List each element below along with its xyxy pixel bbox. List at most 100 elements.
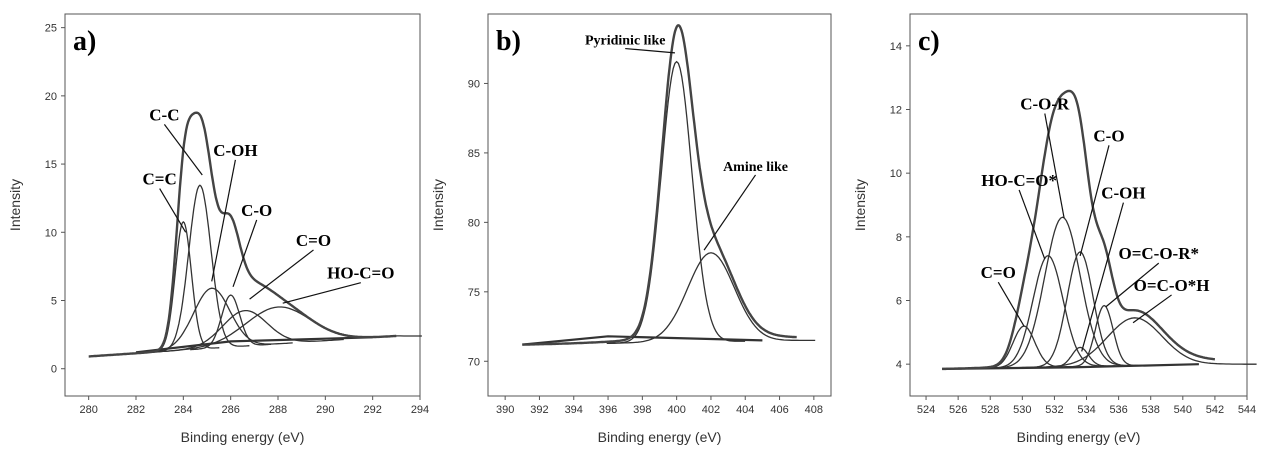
annotation-leader-a-6 — [282, 282, 361, 304]
annotation-leader-a-1 — [159, 188, 187, 233]
annotation-label-a-2: C-C — [149, 105, 179, 124]
x-tick-label: 284 — [174, 404, 192, 416]
y-axis-label: Intensity — [7, 179, 23, 231]
y-axis-label: Intensity — [852, 179, 868, 231]
component-peak-c-2 — [980, 255, 1116, 369]
plot-frame-a — [64, 13, 421, 397]
component-peak-c-1 — [975, 325, 1073, 370]
annotation-label-c-2: HO-C=O* — [981, 171, 1057, 190]
x-tick-label: 282 — [127, 404, 145, 416]
annotation-leader-c-7 — [1132, 294, 1172, 324]
panel-label-b: b) — [496, 26, 521, 57]
x-tick-label: 538 — [1142, 404, 1160, 416]
y-axis-label: Intensity — [430, 179, 446, 231]
y-tick-label: 10 — [890, 168, 902, 180]
y-tick-label: 8 — [896, 232, 902, 244]
y-tick-label: 90 — [468, 78, 480, 90]
y-tick-label: 6 — [896, 296, 902, 308]
annotation-label-b-1: Pyridinic like — [585, 34, 666, 49]
x-axis-label: Binding energy (eV) — [598, 429, 722, 445]
x-tick-label: 406 — [770, 404, 788, 416]
envelope-curve-a — [88, 111, 397, 358]
x-tick-label: 404 — [736, 404, 754, 416]
x-tick-label: 292 — [363, 404, 381, 416]
x-tick-label: 280 — [79, 404, 97, 416]
x-tick-label: 530 — [1013, 404, 1031, 416]
x-tick-label: 532 — [1045, 404, 1063, 416]
annotation-label-c-3: C-O-R — [1020, 95, 1070, 114]
x-tick-label: 396 — [599, 404, 617, 416]
annotation-label-c-5: C-OH — [1101, 184, 1145, 203]
baseline-b — [522, 335, 763, 346]
y-tick-label: 15 — [45, 159, 57, 171]
x-tick-label: 524 — [917, 404, 935, 416]
x-tick-label: 408 — [805, 404, 823, 416]
annotation-leader-a-3 — [211, 159, 236, 282]
x-axis-label: Binding energy (eV) — [181, 429, 305, 445]
envelope-curve-b — [522, 24, 797, 346]
y-tick-label: 12 — [890, 105, 902, 117]
component-peak-c-3 — [983, 216, 1142, 369]
annotation-label-c-4: C-O — [1093, 126, 1124, 145]
annotation-label-c-7: O=C-O*H — [1134, 276, 1210, 295]
x-tick-label: 294 — [411, 404, 429, 416]
component-peak-b-2 — [606, 252, 816, 344]
panel-b: 390 392 394 396 398 400 402 404 406 408 70 75 80 85 90… — [430, 13, 832, 445]
annotation-label-a-4: C-O — [241, 201, 272, 220]
y-tick-label: 25 — [45, 23, 57, 35]
x-tick-label: 394 — [565, 404, 583, 416]
x-tick-label: 526 — [949, 404, 967, 416]
x-tick-label: 288 — [269, 404, 287, 416]
x-axis-label: Binding energy (eV) — [1017, 429, 1141, 445]
x-tick-label: 534 — [1077, 404, 1095, 416]
x-tick-label: 286 — [221, 404, 239, 416]
plot-frame-b — [487, 13, 832, 397]
annotation-leader-c-1 — [997, 281, 1025, 327]
annotation-leader-b-2 — [703, 174, 757, 251]
annotation-label-c-1: C=O — [981, 263, 1016, 282]
annotation-leader-c-3 — [1044, 113, 1065, 218]
y-tick-label: 85 — [468, 148, 480, 160]
y-tick-label: 70 — [468, 356, 480, 368]
annotation-label-b-2: Amine like — [723, 160, 788, 175]
annotation-label-a-3: C-OH — [213, 141, 257, 160]
x-tick-label: 542 — [1206, 404, 1224, 416]
component-peak-c-7 — [1012, 317, 1257, 369]
component-peak-a-4 — [190, 294, 272, 351]
annotation-leader-b-1 — [625, 47, 675, 54]
y-tick-label: 0 — [51, 364, 57, 376]
annotation-leader-c-6 — [1105, 262, 1160, 308]
y-tick-label: 20 — [45, 91, 57, 103]
x-tick-label: 536 — [1109, 404, 1127, 416]
x-tick-label: 540 — [1174, 404, 1192, 416]
annotation-label-a-1: C=C — [143, 170, 177, 189]
annotation-leader-c-2 — [1018, 189, 1046, 260]
y-tick-label: 80 — [468, 217, 480, 229]
envelope-curve-c — [941, 89, 1216, 371]
component-peak-c-6 — [1064, 304, 1144, 368]
y-tick-label: 10 — [45, 227, 57, 239]
x-tick-label: 528 — [981, 404, 999, 416]
x-tick-label: 390 — [496, 404, 514, 416]
x-tick-label: 290 — [316, 404, 334, 416]
annotation-label-c-6: O=C-O-R* — [1118, 244, 1199, 263]
component-peak-a-2 — [150, 184, 250, 353]
annotation-leader-a-4 — [232, 219, 258, 288]
annotation-label-a-6: HO-C=O — [327, 264, 394, 283]
panel-label-a: a) — [73, 26, 96, 57]
x-tick-label: 544 — [1238, 404, 1256, 416]
y-tick-label: 75 — [468, 287, 480, 299]
x-tick-label: 402 — [702, 404, 720, 416]
y-tick-label: 4 — [896, 359, 902, 371]
y-tick-label: 14 — [890, 41, 902, 53]
panel-label-c: c) — [918, 26, 940, 57]
x-tick-label: 398 — [633, 404, 651, 416]
plot-frame-c — [909, 13, 1248, 397]
component-peak-c-4 — [1022, 251, 1138, 369]
annotation-leader-a-2 — [163, 124, 203, 176]
x-tick-label: 400 — [667, 404, 685, 416]
annotation-leader-a-5 — [249, 249, 314, 300]
x-tick-label: 392 — [530, 404, 548, 416]
panel-c: 524 526 528 530 532 534 536 538 540 542 544 4 6 8 10 12… — [852, 13, 1257, 445]
